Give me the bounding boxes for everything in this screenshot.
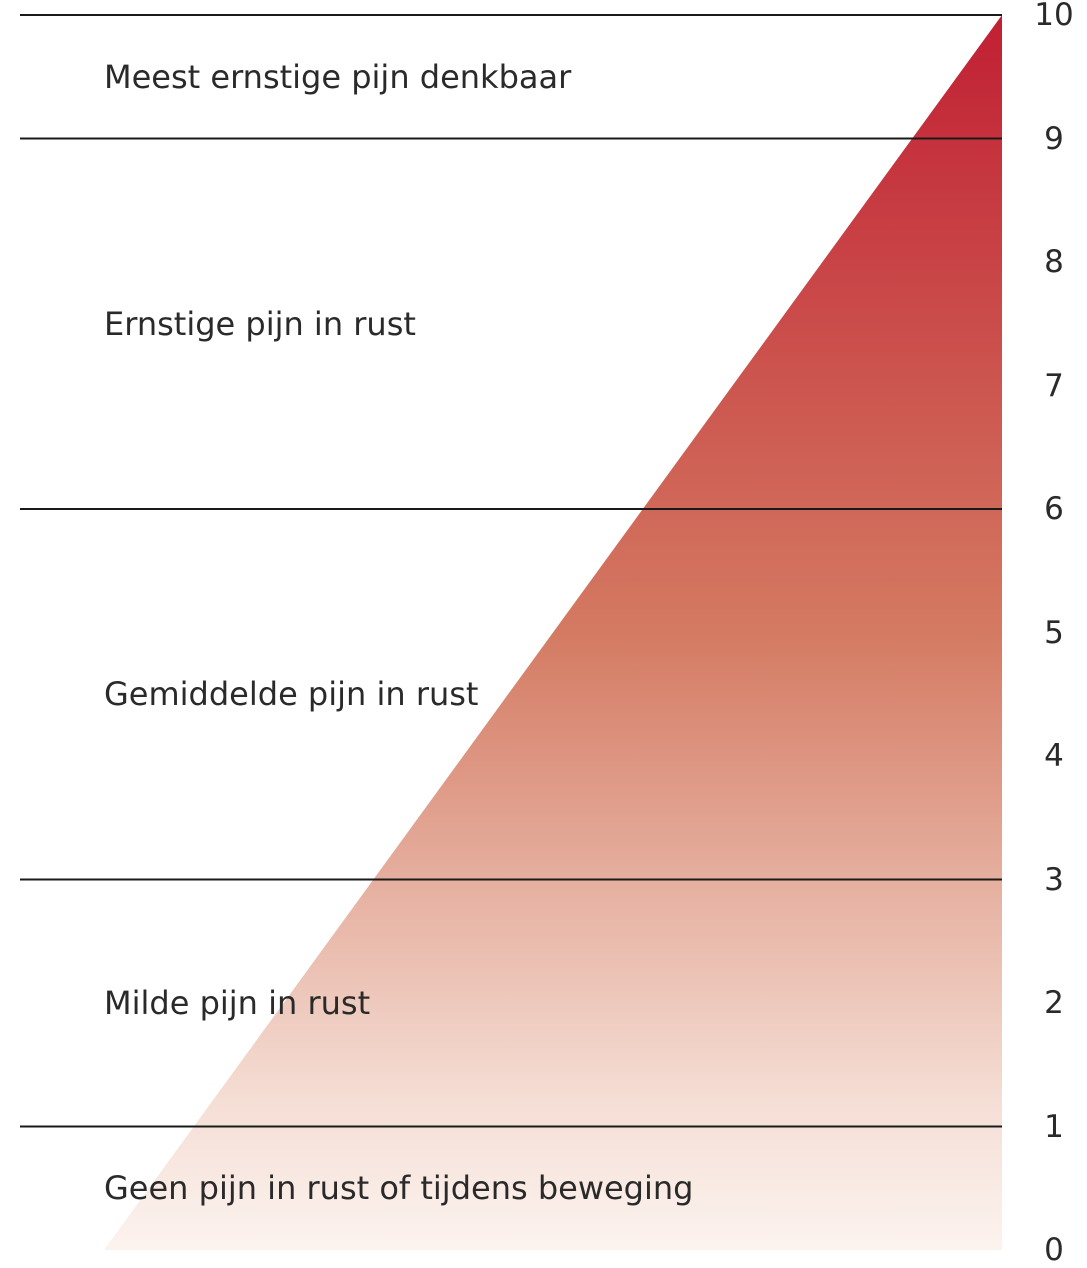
tick-label: 5 <box>1044 614 1064 651</box>
tick-label: 6 <box>1044 491 1064 527</box>
tick-label: 1 <box>1044 1108 1064 1145</box>
band-label: Milde pijn in rust <box>104 984 371 1022</box>
tick-label: 3 <box>1044 861 1064 898</box>
tick-label: 4 <box>1044 738 1064 774</box>
tick-label: 8 <box>1044 244 1064 280</box>
tick-label: 9 <box>1044 120 1064 157</box>
intensity-wedge <box>104 15 1002 1250</box>
band-label: Gemiddelde pijn in rust <box>104 675 479 714</box>
tick-label: 7 <box>1044 367 1064 404</box>
band-label: Geen pijn in rust of tijdens beweging <box>104 1169 694 1208</box>
tick-label: 0 <box>1044 1232 1064 1268</box>
band-label: Meest ernstige pijn denkbaar <box>104 57 572 96</box>
tick-label: 2 <box>1044 985 1064 1021</box>
tick-label: 10 <box>1034 0 1074 33</box>
band-label: Ernstige pijn in rust <box>104 304 416 343</box>
